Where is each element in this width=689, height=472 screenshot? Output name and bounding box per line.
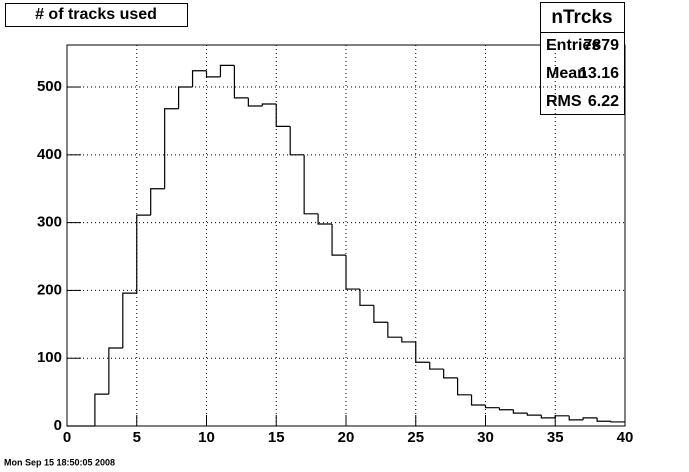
histogram-bin: [164, 108, 179, 189]
x-tick-label: 15: [268, 429, 285, 446]
histogram-bin: [373, 305, 388, 323]
y-tick-label: 400: [37, 146, 62, 163]
histogram-bin: [484, 404, 500, 409]
histogram-bin: [94, 393, 109, 426]
histogram-bin: [568, 415, 584, 421]
histogram-bin: [540, 415, 556, 419]
histogram-bin: [261, 103, 277, 107]
chart-title: # of tracks used: [35, 6, 157, 23]
x-tick-label: 35: [547, 429, 564, 446]
y-tick-label: 300: [37, 214, 62, 231]
y-tick-label: 200: [37, 281, 62, 298]
histogram-bin: [526, 413, 542, 416]
histogram-bin: [415, 341, 430, 363]
stats-title: nTrcks: [551, 7, 612, 28]
histogram-bin: [401, 337, 416, 343]
histogram-bin: [359, 289, 374, 306]
stats-label: RMS: [546, 93, 582, 110]
y-tick-label: 0: [54, 417, 62, 434]
x-tick-label: 5: [133, 429, 141, 446]
histogram-bin: [582, 417, 598, 420]
histogram-bin: [443, 369, 458, 379]
stats-value: 6.22: [588, 93, 619, 110]
histogram-bin: [596, 417, 612, 422]
histogram-bin: [178, 86, 193, 109]
stats-label: Mean: [546, 65, 587, 82]
histogram-bin: [498, 407, 514, 411]
stats-value: 13.16: [579, 65, 619, 82]
histogram-bin: [429, 362, 444, 370]
histogram-bin: [219, 64, 235, 77]
histogram-bin: [275, 103, 291, 127]
histogram-bin: [345, 255, 360, 290]
y-tick-label: 100: [37, 349, 62, 366]
histogram-bin: [289, 126, 305, 156]
title-box: [5, 3, 188, 27]
histogram-bin: [387, 322, 402, 338]
histogram-bin: [331, 223, 346, 256]
x-tick-label: 0: [63, 429, 71, 446]
stats-value: 7879: [583, 37, 619, 54]
histogram-bin: [122, 292, 137, 349]
x-tick-label: 30: [477, 429, 494, 446]
histogram-bin: [108, 347, 123, 395]
histogram-bin: [554, 415, 570, 418]
stats-box: [540, 2, 625, 115]
footer-date: Mon Sep 15 18:50:05 2008: [4, 457, 115, 467]
stats-label: Entries: [546, 37, 600, 54]
histogram-bin: [512, 409, 528, 414]
histogram-bin: [470, 394, 486, 406]
x-tick-label: 40: [617, 429, 634, 446]
x-tick-label: 20: [338, 429, 355, 446]
histogram-bin: [610, 421, 625, 423]
histogram-bin: [247, 97, 263, 107]
y-tick-label: 500: [37, 78, 62, 95]
histogram-bin: [457, 377, 472, 396]
histogram-bin: [191, 70, 207, 88]
x-tick-label: 25: [407, 429, 424, 446]
histogram-bin: [317, 213, 333, 225]
histogram-bin: [205, 70, 221, 78]
histogram-bin: [303, 154, 319, 215]
x-tick-label: 10: [198, 429, 215, 446]
histogram-bin: [233, 65, 249, 99]
histogram-bin: [150, 188, 165, 216]
histogram-bin: [136, 214, 151, 294]
